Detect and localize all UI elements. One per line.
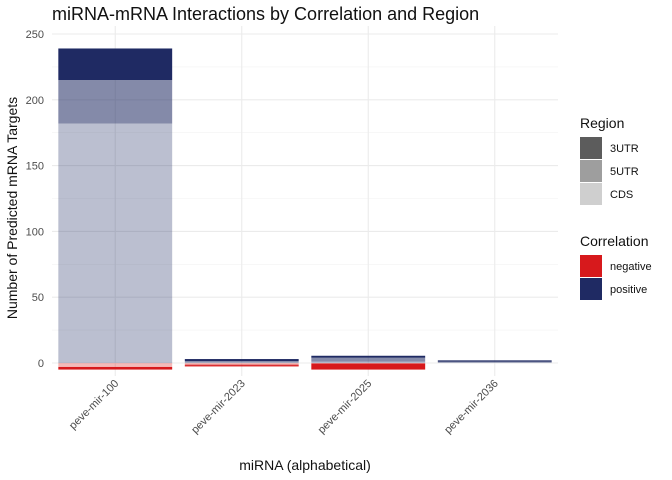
x-tick-labels: peve-mir-100 peve-mir-2023 peve-mir-2025 pe… — [67, 378, 501, 437]
bar-segment — [184, 362, 299, 363]
bar-segment — [184, 361, 299, 363]
legend-label: positive — [610, 284, 647, 296]
bar-segment — [437, 361, 552, 363]
x-tick-label: peve-mir-100 — [67, 378, 121, 432]
bar-segment — [311, 363, 426, 370]
x-axis-title: miRNA (alphabetical) — [239, 457, 371, 473]
y-tick-labels: 0 50 100 150 200 250 — [26, 29, 44, 370]
x-tick-label: peve-mir-2036 — [442, 378, 501, 437]
chart-title: miRNA-mRNA Interactions by Correlation a… — [52, 4, 479, 24]
bar-segment — [437, 362, 552, 363]
bar-segment — [311, 363, 426, 364]
bars — [58, 48, 552, 370]
legends: Region 3UTR 5UTR CDS Correlation negative posi… — [580, 115, 652, 300]
y-axis-title: Number of Predicted mRNA Targets — [4, 97, 20, 319]
bar-segment — [437, 360, 552, 362]
legend-key — [580, 160, 602, 182]
bar-segment — [311, 355, 426, 358]
bar-segment — [184, 365, 299, 367]
y-tick-label: 250 — [26, 29, 44, 41]
legend-label: CDS — [610, 189, 633, 201]
bar-segment — [58, 123, 173, 363]
y-tick-label: 150 — [26, 161, 44, 173]
y-tick-label: 100 — [26, 226, 44, 238]
y-tick-label: 200 — [26, 95, 44, 107]
bar-segment — [58, 366, 173, 370]
legend-label: 5UTR — [610, 166, 639, 178]
y-tick-label: 0 — [38, 358, 44, 370]
bar-segment — [58, 48, 173, 81]
bar-segment — [184, 364, 299, 366]
bar-segment — [311, 361, 426, 363]
bar-segment — [58, 363, 173, 367]
bar-segment — [58, 80, 173, 124]
x-tick-label: peve-mir-2025 — [316, 378, 375, 437]
legend-title: Region — [580, 115, 624, 131]
x-tick-label: peve-mir-2023 — [189, 378, 248, 437]
legend-title: Correlation — [580, 233, 648, 249]
legend-label: 3UTR — [610, 143, 639, 155]
legend-label: negative — [610, 261, 652, 273]
bar-segment — [184, 359, 299, 362]
legend-key — [580, 183, 602, 205]
bar-segment — [311, 357, 426, 362]
y-tick-label: 50 — [32, 292, 44, 304]
bar-segment — [184, 363, 299, 365]
legend-key — [580, 278, 602, 300]
legend-key — [580, 137, 602, 159]
legend-key — [580, 255, 602, 277]
